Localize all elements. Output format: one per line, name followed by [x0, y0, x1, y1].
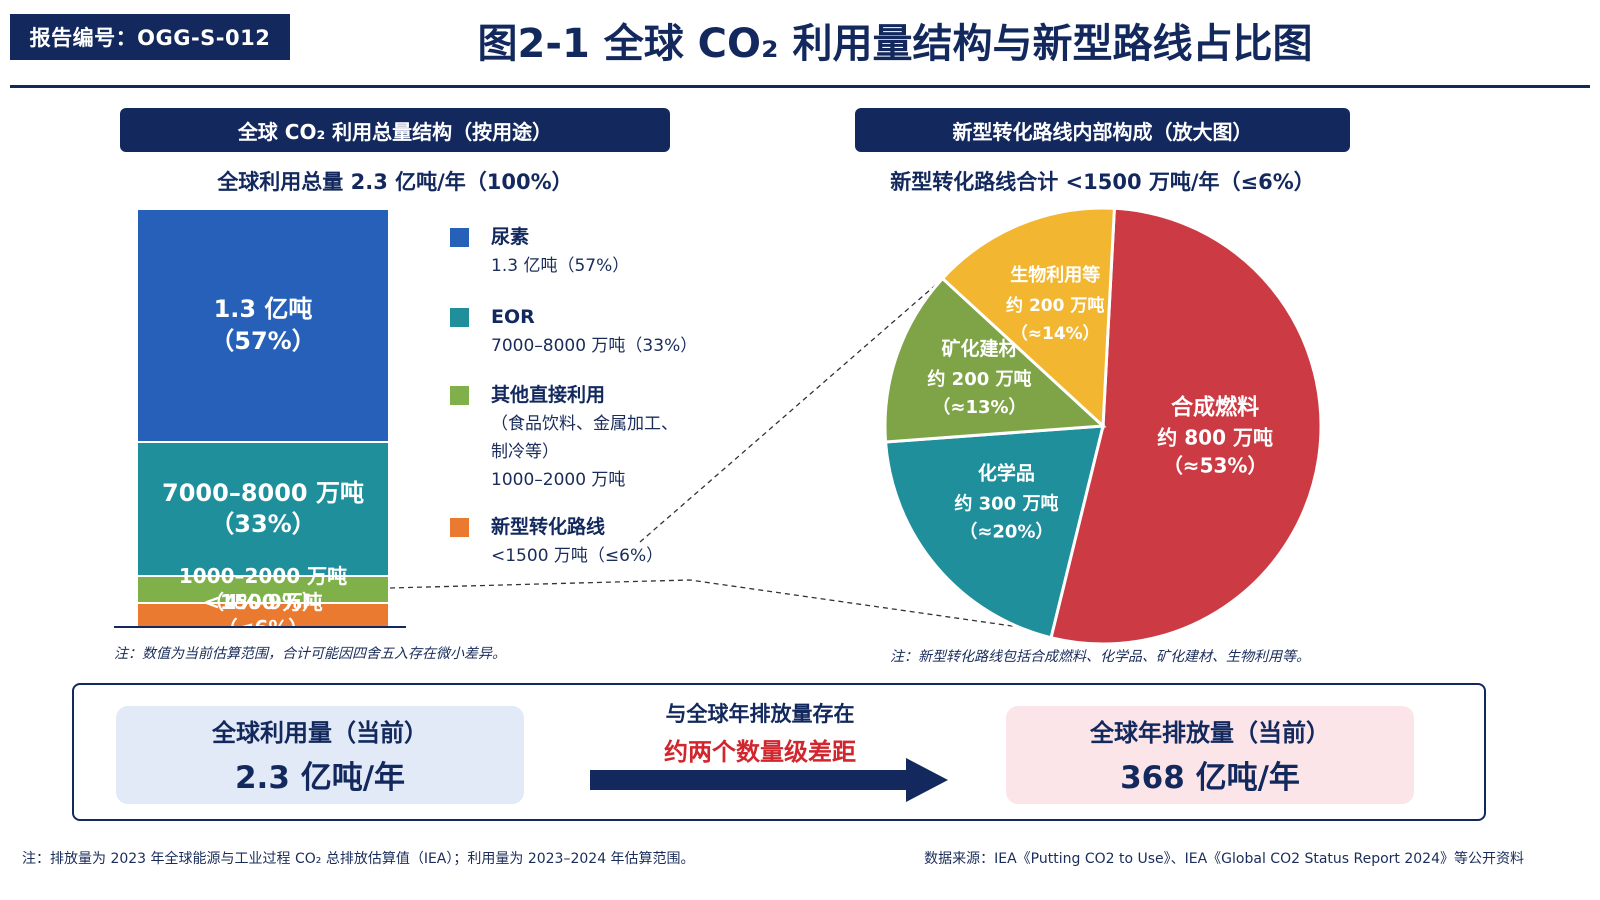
left-panel-note: 注：数值为当前估算范围，合计可能因四舍五入存在微小差异。	[114, 646, 506, 662]
zoom-connector-bottom	[389, 579, 1069, 635]
legend-desc: 1000–2000 万吨	[491, 470, 626, 490]
legend-swatch	[450, 228, 469, 247]
gap-caption: 与全球年排放量存在 约两个数量级差距	[600, 698, 920, 767]
data-source: 数据来源：IEA《Putting CO2 to Use》、IEA《Global …	[924, 851, 1524, 867]
pie-label-percent: （≈20%）	[959, 522, 1053, 543]
pie-slice-1	[883, 424, 1105, 640]
bar-segment-label: <1500 万吨	[203, 589, 323, 614]
legend-swatch	[450, 386, 469, 405]
stacked-bar: 1.3 亿吨 （57%） 7000–8000 万吨 （33%） 1000–2000 万吨…	[138, 210, 388, 640]
right-panel-subtitle: 新型转化路线合计 <1500 万吨/年（≤6%）	[890, 170, 1315, 194]
pie-label-name: 矿化建材	[941, 337, 1017, 360]
pie-label-amount: 约 200 万吨	[1006, 295, 1104, 316]
legend-name: 尿素	[491, 226, 530, 248]
current-usage-card: 全球利用量（当前） 2.3 亿吨/年	[116, 706, 524, 804]
bar-legend: 尿素 1.3 亿吨（57%） EOR 7000–8000 万吨（33%） 其他直接利用 （…	[450, 222, 780, 570]
comparison-box	[72, 683, 1486, 821]
pie-label-amount: 约 200 万吨	[927, 368, 1031, 390]
right-arrow-icon	[590, 758, 948, 802]
legend-desc: 制冷等）	[491, 442, 559, 462]
legend-swatch	[450, 308, 469, 327]
annual-emission-card: 全球年排放量（当前） 368 亿吨/年	[1006, 706, 1414, 804]
bar-segment-1: 7000–8000 万吨 （33%）	[138, 441, 388, 576]
left-panel-heading: 全球 CO₂ 利用总量结构（按用途）	[120, 108, 670, 152]
pie-label-amount: 约 300 万吨	[954, 493, 1058, 515]
legend-desc: 7000–8000 万吨（33%）	[491, 336, 698, 356]
bar-segment-label: 1.3 亿吨	[213, 295, 313, 324]
bar-segment-percent: （33%）	[210, 510, 316, 539]
legend-desc: 1.3 亿吨（57%）	[491, 256, 630, 276]
legend-desc: （食品饮料、金属加工、	[491, 414, 678, 434]
pie-label-name: 化学品	[978, 462, 1035, 485]
right-panel-note: 注：新型转化路线包括合成燃料、化学品、矿化建材、生物利用等。	[890, 649, 1310, 665]
pie-slice-0	[1049, 206, 1323, 646]
legend-swatch	[450, 518, 469, 537]
legend-name: EOR	[491, 306, 535, 328]
bar-segment-label: 1000–2000 万吨	[178, 564, 348, 589]
legend-item: 尿素 1.3 亿吨（57%）	[450, 222, 780, 280]
bar-baseline	[114, 626, 406, 628]
annual-emission-value: 368 亿吨/年	[1120, 760, 1300, 796]
footer-note: 注：排放量为 2023 年全球能源与工业过程 CO₂ 总排放估算值（IEA）；利…	[22, 851, 695, 867]
report-id-badge: 报告编号：OGG-S-012	[10, 14, 290, 60]
bar-segment-2: 1000–2000 万吨 （4%–9%）	[138, 564, 388, 614]
gap-caption-line1: 与全球年排放量存在	[665, 702, 855, 726]
left-panel-subtitle: 全球利用总量 2.3 亿吨/年（100%）	[217, 170, 573, 194]
pie-label-name: 合成燃料	[1171, 395, 1259, 421]
bar-segment-label: 7000–8000 万吨	[162, 479, 364, 508]
pie-label-percent: （≈53%）	[1163, 454, 1268, 478]
pie-slice-3	[940, 206, 1116, 430]
bar-segment-percent: （4%–9%）	[204, 590, 322, 615]
legend-item: 其他直接利用 （食品饮料、金属加工、 制冷等） 1000–2000 万吨	[450, 380, 780, 494]
right-panel-heading: 新型转化路线内部构成（放大图）	[855, 108, 1350, 152]
page-title: 图2-1 全球 CO₂ 利用量结构与新型路线占比图	[477, 21, 1313, 67]
bar-segment-0: 1.3 亿吨 （57%）	[138, 210, 388, 442]
legend-name: 其他直接利用	[491, 384, 606, 406]
pie-label-name: 生物利用等	[1010, 264, 1100, 286]
bar-segment-3: <1500 万吨 （≤6%）	[138, 590, 388, 640]
legend-name: 新型转化路线	[491, 516, 606, 538]
title-divider	[10, 85, 1590, 88]
bar-segment-percent: （57%）	[210, 326, 316, 355]
pie-label-percent: （≈14%）	[1011, 323, 1100, 344]
pie-label-amount: 约 800 万吨	[1157, 426, 1273, 450]
pie-slice-2	[883, 276, 1107, 444]
zoom-connector-top	[639, 275, 947, 543]
legend-desc: <1500 万吨（≤6%）	[491, 546, 664, 566]
current-usage-label: 全球利用量（当前）	[212, 719, 428, 747]
annual-emission-label: 全球年排放量（当前）	[1090, 719, 1330, 747]
legend-item: EOR 7000–8000 万吨（33%）	[450, 302, 780, 360]
pie-label-percent: （≈13%）	[932, 397, 1026, 418]
legend-item: 新型转化路线 <1500 万吨（≤6%）	[450, 512, 780, 570]
gap-caption-line2: 约两个数量级差距	[664, 738, 856, 766]
current-usage-value: 2.3 亿吨/年	[234, 760, 406, 796]
